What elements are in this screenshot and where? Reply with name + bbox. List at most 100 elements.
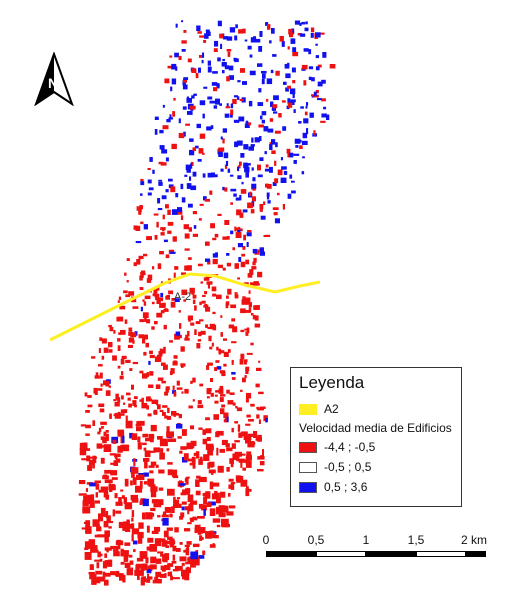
building (113, 399, 117, 402)
building (114, 401, 120, 407)
building (313, 91, 317, 97)
building (162, 214, 165, 220)
building (230, 103, 234, 109)
building (96, 526, 102, 532)
building (317, 64, 322, 68)
building (131, 498, 139, 503)
building (103, 520, 109, 528)
building (201, 59, 204, 64)
building (246, 451, 252, 459)
building (203, 277, 210, 281)
building (232, 247, 235, 251)
building (247, 273, 253, 278)
building (222, 186, 225, 191)
building (215, 252, 218, 257)
building (250, 403, 255, 407)
building (161, 195, 167, 200)
building (207, 448, 214, 456)
building (162, 349, 166, 354)
building (232, 99, 237, 105)
building (131, 433, 138, 440)
building (321, 79, 326, 84)
building (135, 485, 143, 493)
building (167, 221, 174, 226)
building (172, 545, 177, 552)
building (234, 141, 239, 148)
building (81, 458, 89, 461)
building (207, 172, 213, 178)
building (283, 170, 288, 175)
building (230, 188, 237, 192)
building (151, 399, 158, 404)
building (243, 162, 248, 169)
building (251, 266, 257, 270)
building (246, 414, 251, 418)
building (179, 450, 183, 454)
building (105, 430, 109, 433)
building (111, 483, 115, 489)
building (240, 389, 243, 392)
building (128, 337, 134, 343)
building (245, 488, 250, 497)
building (210, 125, 214, 129)
building (137, 436, 141, 443)
building (132, 306, 139, 309)
legend-swatch-positive (299, 481, 317, 493)
building (139, 501, 143, 505)
building (186, 541, 192, 545)
building (256, 367, 262, 371)
building (173, 391, 177, 397)
building (303, 48, 309, 52)
scale-segment (266, 551, 316, 557)
building (257, 164, 261, 171)
building (149, 371, 154, 376)
building (164, 564, 171, 571)
building (205, 417, 210, 421)
building (257, 102, 264, 106)
building (117, 445, 123, 453)
building (98, 403, 105, 407)
building (111, 477, 118, 480)
building (205, 258, 210, 262)
building (315, 55, 319, 59)
building (252, 261, 256, 266)
building (126, 392, 131, 396)
building (84, 547, 89, 550)
building (281, 41, 285, 47)
building (187, 510, 190, 515)
building (139, 399, 142, 402)
building (258, 124, 264, 128)
building (256, 406, 260, 410)
building (162, 405, 168, 408)
building (191, 456, 196, 465)
building (181, 506, 185, 511)
building (237, 140, 243, 146)
building (269, 118, 274, 122)
building (198, 476, 207, 483)
building (186, 488, 191, 493)
building (320, 120, 326, 123)
building (206, 437, 211, 442)
building (109, 453, 116, 456)
building (244, 328, 250, 331)
building (317, 81, 323, 87)
building (165, 386, 170, 391)
building (207, 60, 211, 66)
building (154, 526, 161, 532)
building (262, 449, 264, 457)
building (197, 31, 202, 34)
building (146, 525, 150, 533)
building (250, 144, 255, 147)
building (180, 346, 185, 352)
building (242, 209, 248, 213)
building (287, 85, 291, 89)
building (202, 52, 205, 58)
building (170, 251, 176, 254)
building (167, 230, 172, 234)
building (142, 334, 148, 340)
building (223, 152, 229, 159)
building (245, 259, 250, 265)
building (172, 577, 180, 580)
building (136, 259, 141, 265)
building (196, 25, 201, 31)
